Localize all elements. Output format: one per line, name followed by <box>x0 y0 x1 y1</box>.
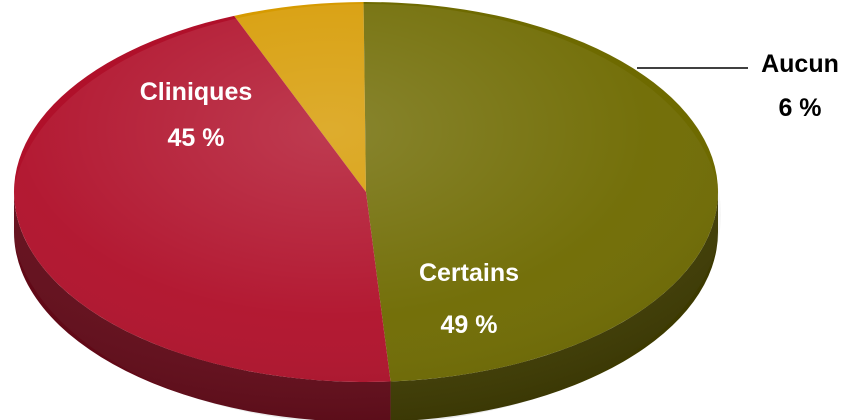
slice-value-certains: 49 % <box>441 311 498 339</box>
slice-label-certains: Certains <box>419 259 519 287</box>
slice-value-aucun: 6 % <box>778 94 821 122</box>
slice-label-cliniques: Cliniques <box>140 78 253 106</box>
slice-label-aucun: Aucun <box>761 50 839 78</box>
slice-value-cliniques: 45 % <box>168 124 225 152</box>
